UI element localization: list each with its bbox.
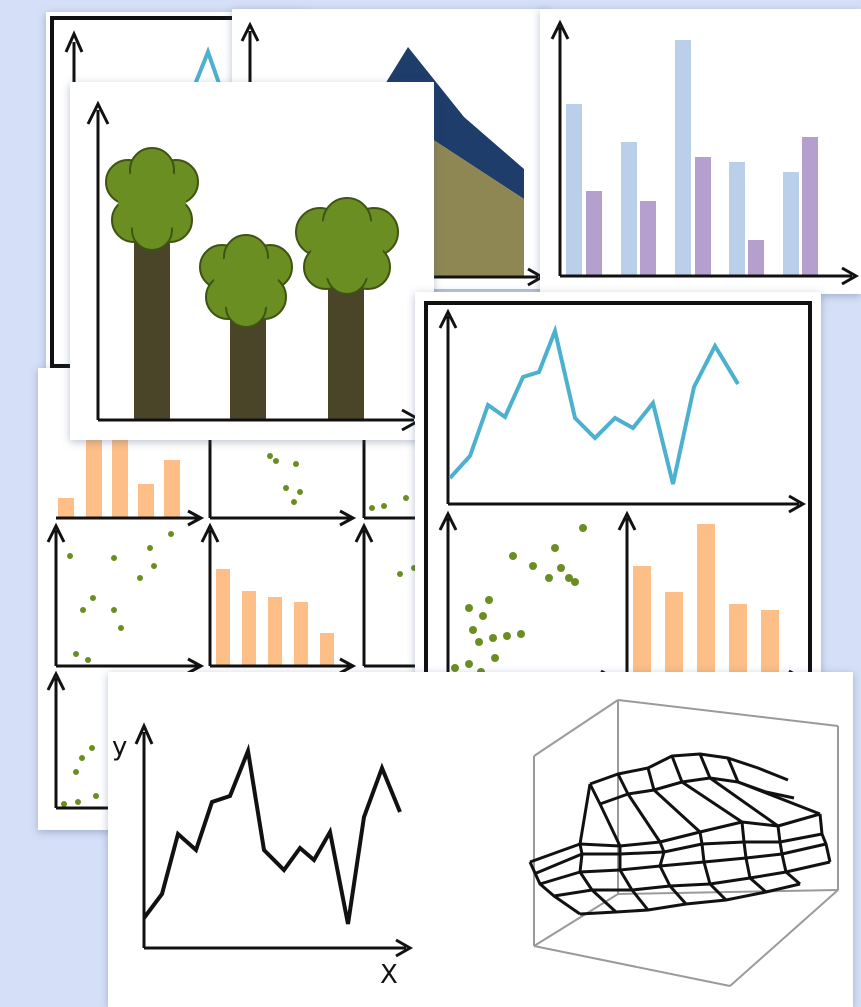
xy-line-chart-icon xyxy=(134,722,414,958)
grouped-bar-chart-icon xyxy=(550,19,860,286)
y-axis-label: y xyxy=(112,732,128,762)
small-multiples-icon xyxy=(46,438,418,810)
wireframe-surface-icon xyxy=(528,699,839,987)
x-axis-label: X xyxy=(380,960,398,990)
grouped-bar-chart-card xyxy=(540,9,861,294)
xy-line-card: y X xyxy=(108,672,853,1007)
dashboard-card xyxy=(415,292,821,704)
dashboard-chart-icon xyxy=(424,301,812,695)
tree-bar-chart-icon xyxy=(86,100,424,432)
tree-chart-card xyxy=(70,82,434,440)
